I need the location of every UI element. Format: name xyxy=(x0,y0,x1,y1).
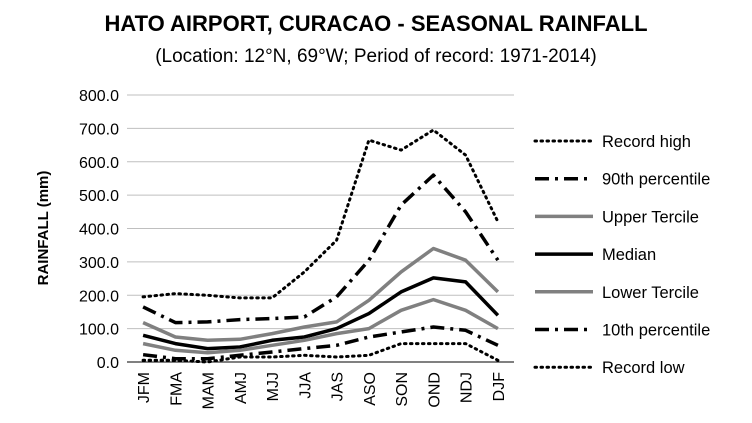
x-tick-label: SON xyxy=(394,372,411,407)
legend-item-record-low: Record low xyxy=(533,359,685,377)
y-tick-label: 0.0 xyxy=(97,355,119,372)
series-line-lower-tercile xyxy=(142,297,499,355)
series-line-median xyxy=(142,276,500,351)
x-tick-label: JFM xyxy=(136,372,153,403)
y-tick-label: 300.0 xyxy=(79,255,119,272)
y-tick-label: 200.0 xyxy=(79,288,119,305)
series-line-record-high xyxy=(141,128,500,300)
y-tick-label: 100.0 xyxy=(79,322,119,339)
legend-item-90th-percentile: 90th percentile xyxy=(535,171,710,189)
legend-item-median: Median xyxy=(535,246,656,264)
series-line-90th-percentile xyxy=(142,173,500,325)
legend-label: Lower Tercile xyxy=(602,284,699,302)
y-tick-label: 700.0 xyxy=(79,121,119,138)
series-line-upper-tercile xyxy=(142,246,500,343)
x-tick-label: OND xyxy=(426,372,443,408)
chart-subtitle: (Location: 12°N, 69°W; Period of record:… xyxy=(155,46,597,67)
y-axis-label: RAINFALL (mm) xyxy=(35,171,52,286)
x-tick-labels: JFM FMA MAM AMJ MJJ JJA JAS ASO SON OND NDJ DJF xyxy=(136,372,508,410)
x-tick-label: DJF xyxy=(491,372,508,402)
legend-item-lower-tercile: Lower Tercile xyxy=(535,284,699,302)
x-tick-label: JJA xyxy=(297,372,314,399)
x-tick-label: MAM xyxy=(201,372,218,409)
series-line-10th-percentile xyxy=(142,325,499,361)
legend-item-10th-percentile: 10th percentile xyxy=(535,322,710,340)
plot-series xyxy=(141,128,500,364)
legend-label: 90th percentile xyxy=(602,171,710,189)
legend-label: Record high xyxy=(602,133,691,151)
gridlines xyxy=(127,94,514,363)
legend: Record high 90th percentile Upper Tercile M… xyxy=(533,133,710,377)
x-tick-label: FMA xyxy=(168,372,185,406)
chart-title: HATO AIRPORT, CURACAO - SEASONAL RAINFAL… xyxy=(104,11,647,36)
y-tick-label: 500.0 xyxy=(79,188,119,205)
x-tick-label: NDJ xyxy=(459,372,476,403)
legend-item-record-high: Record high xyxy=(533,133,691,151)
series-line-record-low xyxy=(141,342,500,364)
legend-item-upper-tercile: Upper Tercile xyxy=(535,208,699,226)
y-tick-label: 400.0 xyxy=(79,222,119,239)
y-tick-label: 600.0 xyxy=(79,155,119,172)
legend-label: Upper Tercile xyxy=(602,208,699,226)
x-tick-label: AMJ xyxy=(233,372,250,404)
y-tick-label: 800.0 xyxy=(79,88,119,105)
x-tick-label: MJJ xyxy=(265,372,282,401)
x-tick-label: JAS xyxy=(330,372,347,401)
x-tick-label: ASO xyxy=(362,372,379,406)
legend-label: Record low xyxy=(602,359,685,377)
legend-label: 10th percentile xyxy=(602,322,710,340)
legend-label: Median xyxy=(602,246,656,264)
y-tick-labels: 0.0 100.0 200.0 300.0 400.0 500.0 600.0 700.0 80… xyxy=(79,88,119,372)
